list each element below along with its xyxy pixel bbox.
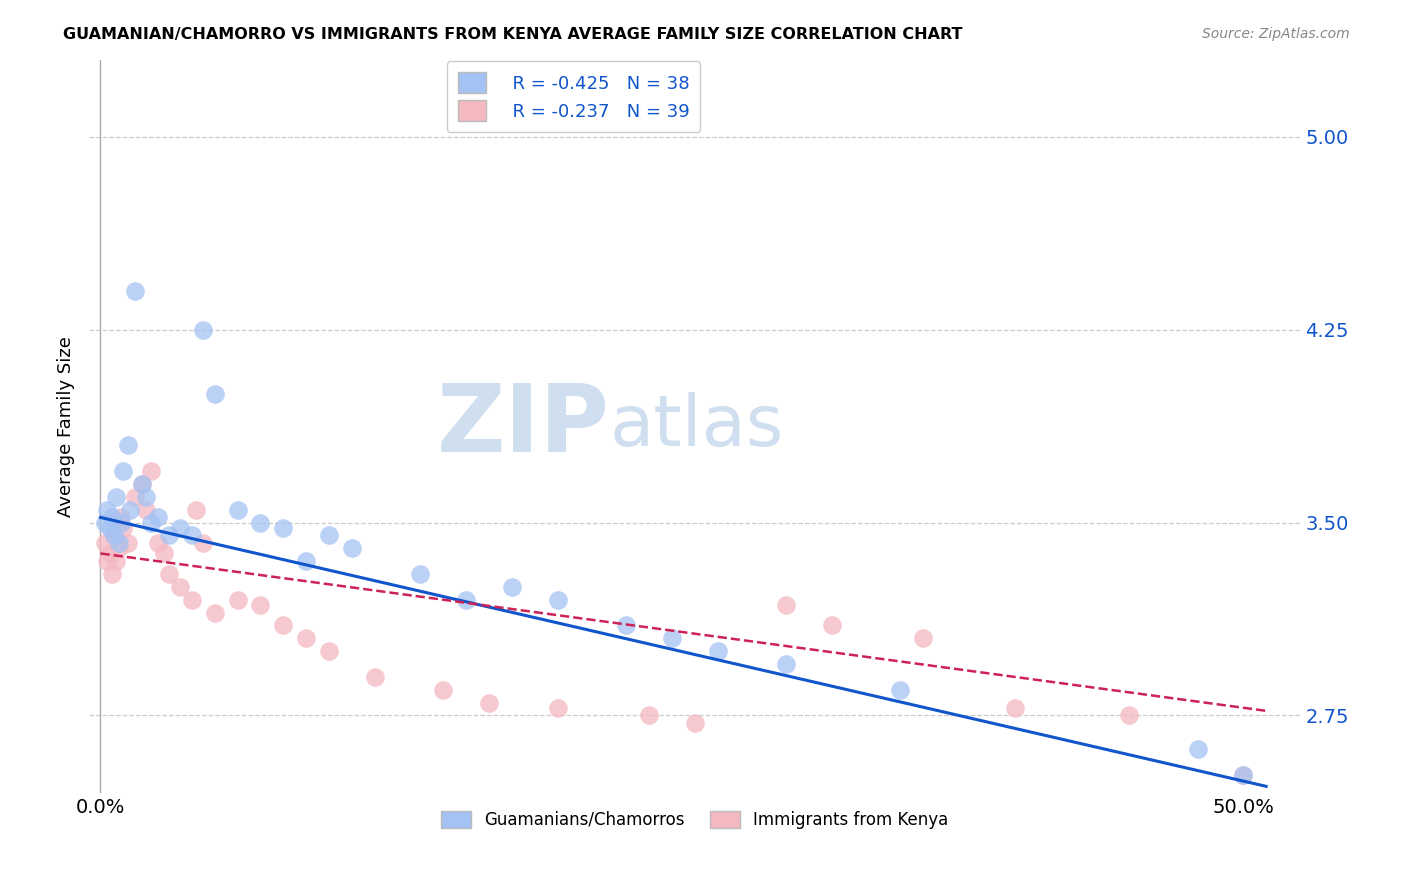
Point	[135, 502, 157, 516]
Point	[103, 528, 125, 542]
Point	[1004, 700, 1026, 714]
Point	[295, 632, 318, 646]
Point	[101, 567, 124, 582]
Point	[204, 606, 226, 620]
Point	[120, 502, 142, 516]
Point	[107, 536, 129, 550]
Point	[98, 521, 121, 535]
Point	[683, 716, 706, 731]
Point	[193, 536, 215, 550]
Point	[204, 387, 226, 401]
Point	[1187, 742, 1209, 756]
Point	[181, 528, 204, 542]
Point	[105, 490, 128, 504]
Point	[226, 592, 249, 607]
Point	[110, 516, 132, 530]
Point	[105, 554, 128, 568]
Point	[96, 554, 118, 568]
Point	[135, 490, 157, 504]
Point	[124, 284, 146, 298]
Point	[94, 536, 117, 550]
Point	[661, 632, 683, 646]
Point	[706, 644, 728, 658]
Text: atlas: atlas	[610, 392, 785, 460]
Point	[146, 536, 169, 550]
Text: GUAMANIAN/CHAMORRO VS IMMIGRANTS FROM KENYA AVERAGE FAMILY SIZE CORRELATION CHAR: GUAMANIAN/CHAMORRO VS IMMIGRANTS FROM KE…	[63, 27, 963, 42]
Point	[912, 632, 935, 646]
Point	[94, 516, 117, 530]
Point	[775, 598, 797, 612]
Text: Source: ZipAtlas.com: Source: ZipAtlas.com	[1202, 27, 1350, 41]
Y-axis label: Average Family Size: Average Family Size	[58, 335, 75, 516]
Point	[181, 592, 204, 607]
Point	[169, 580, 191, 594]
Point	[101, 510, 124, 524]
Point	[169, 521, 191, 535]
Point	[1232, 767, 1254, 781]
Point	[273, 521, 295, 535]
Point	[547, 700, 569, 714]
Point	[614, 618, 637, 632]
Point	[318, 528, 340, 542]
Legend: Guamanians/Chamorros, Immigrants from Kenya: Guamanians/Chamorros, Immigrants from Ke…	[434, 804, 955, 836]
Point	[821, 618, 844, 632]
Point	[153, 546, 176, 560]
Point	[409, 567, 432, 582]
Point	[249, 516, 271, 530]
Point	[103, 528, 125, 542]
Point	[249, 598, 271, 612]
Point	[131, 477, 153, 491]
Point	[193, 323, 215, 337]
Point	[107, 541, 129, 556]
Text: ZIP: ZIP	[437, 380, 610, 472]
Point	[96, 502, 118, 516]
Point	[273, 618, 295, 632]
Point	[110, 510, 132, 524]
Point	[112, 464, 135, 478]
Point	[112, 521, 135, 535]
Point	[638, 708, 661, 723]
Point	[340, 541, 363, 556]
Point	[124, 490, 146, 504]
Point	[98, 546, 121, 560]
Point	[775, 657, 797, 671]
Point	[1118, 708, 1140, 723]
Point	[186, 502, 208, 516]
Point	[117, 438, 139, 452]
Point	[501, 580, 523, 594]
Point	[364, 670, 387, 684]
Point	[117, 536, 139, 550]
Point	[547, 592, 569, 607]
Point	[889, 682, 911, 697]
Point	[157, 528, 180, 542]
Point	[456, 592, 478, 607]
Point	[432, 682, 454, 697]
Point	[478, 696, 501, 710]
Point	[157, 567, 180, 582]
Point	[1232, 767, 1254, 781]
Point	[318, 644, 340, 658]
Point	[131, 477, 153, 491]
Point	[146, 510, 169, 524]
Point	[139, 516, 162, 530]
Point	[139, 464, 162, 478]
Point	[295, 554, 318, 568]
Point	[226, 502, 249, 516]
